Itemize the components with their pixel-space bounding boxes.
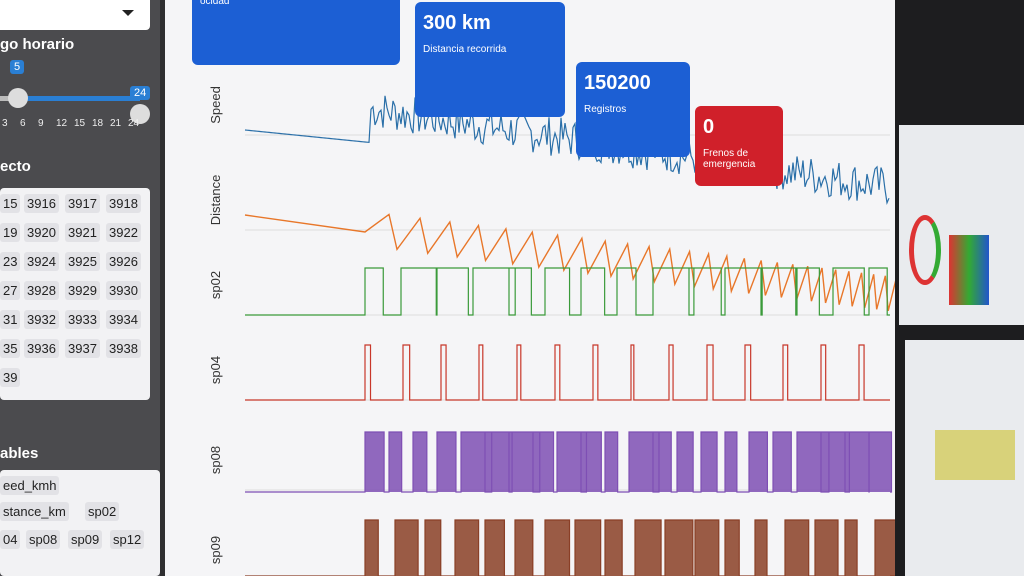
- variable-chip[interactable]: sp12: [110, 530, 145, 549]
- card-value: 0: [703, 116, 715, 138]
- project-id[interactable]: 3924: [24, 252, 59, 271]
- project-id[interactable]: 3920: [24, 223, 59, 242]
- sp09-line: [245, 519, 895, 576]
- map-panel: [935, 430, 1015, 480]
- distance-line: [244, 213, 895, 311]
- variable-chip[interactable]: sp02: [85, 502, 120, 521]
- project-id[interactable]: 3936: [24, 339, 59, 358]
- slider-min-label: 5: [10, 60, 25, 74]
- plot-label: Speed: [208, 86, 223, 124]
- project-id[interactable]: 23: [0, 252, 21, 271]
- variable-chip[interactable]: sp08: [26, 530, 61, 549]
- slider-handle[interactable]: [130, 104, 150, 124]
- card-label: Registros: [584, 104, 627, 115]
- card-label: Frenos de emergencia: [703, 148, 756, 170]
- project-id[interactable]: 3928: [24, 281, 59, 300]
- project-id[interactable]: 3933: [65, 310, 100, 329]
- project-id[interactable]: 31: [0, 310, 21, 329]
- sp08-line: [245, 431, 893, 493]
- project-id[interactable]: 3930: [106, 281, 141, 300]
- slider-ticks: 3 6 9 12 15 18 21 24: [0, 118, 160, 134]
- gauge: [909, 215, 941, 285]
- variable-chip[interactable]: 04: [0, 530, 21, 549]
- sp04-line: [245, 344, 890, 401]
- slider-max-label: 24: [130, 86, 151, 100]
- sp02-line: [245, 267, 890, 316]
- project-id[interactable]: 3934: [106, 310, 141, 329]
- project-id[interactable]: 3922: [106, 223, 141, 242]
- project-id[interactable]: 3921: [65, 223, 100, 242]
- slider-tick: 9: [38, 118, 44, 129]
- cards: ocidad 300 km Distancia recorrida 150200 Reg…: [0, 0, 783, 186]
- slider-tick: 21: [110, 118, 122, 129]
- project-list: 15 3916 3917 3918 19 3920 3921 3922 23 3924 3925 39…: [0, 188, 150, 400]
- slider-handle[interactable]: [8, 88, 28, 108]
- project-id[interactable]: 3916: [24, 194, 59, 213]
- project-id[interactable]: 3918: [106, 194, 141, 213]
- project-id[interactable]: 27: [0, 281, 21, 300]
- card-label: Distancia recorrida: [423, 44, 507, 55]
- plot-label: sp04: [208, 356, 223, 384]
- caret: [122, 10, 134, 22]
- side-monitors: [895, 0, 1024, 576]
- card-label: ocidad: [200, 0, 230, 7]
- stat-card: 150200 Registros: [576, 62, 690, 157]
- heatmap: [949, 235, 989, 305]
- project-id[interactable]: 3925: [65, 252, 100, 271]
- variables-list: eed_kmh stance_km sp02 04 sp08 sp09 sp12: [0, 470, 160, 576]
- variable-chip[interactable]: stance_km: [0, 502, 69, 521]
- stat-card: 0 Frenos de emergencia: [695, 106, 783, 186]
- slider-range: [18, 96, 140, 101]
- plot-label: Distance: [208, 175, 223, 226]
- stat-card: ocidad: [192, 0, 400, 65]
- variables-title: ables: [0, 445, 39, 462]
- slider-tick: 6: [20, 118, 26, 129]
- project-id[interactable]: 15: [0, 194, 21, 213]
- slider-tick: 24: [128, 118, 140, 129]
- slider-tick: 3: [2, 118, 8, 129]
- plot-label: sp09: [208, 536, 223, 564]
- project-id[interactable]: 3929: [65, 281, 100, 300]
- project-id[interactable]: 3937: [65, 339, 100, 358]
- slider-tick: 12: [56, 118, 68, 129]
- project-id[interactable]: 3917: [65, 194, 100, 213]
- plots: Speed Distance sp02 sp04 sp08 sp09: [208, 86, 895, 576]
- speed-line: [244, 95, 890, 206]
- dropdown[interactable]: [0, 0, 150, 30]
- card-value: 150200: [584, 72, 651, 94]
- slider-tick: 15: [74, 118, 86, 129]
- variable-chip[interactable]: sp09: [68, 530, 103, 549]
- project-id[interactable]: 35: [0, 339, 21, 358]
- time-range-title: go horario: [0, 36, 75, 53]
- slider-tick: 18: [92, 118, 104, 129]
- project-id[interactable]: 39: [0, 368, 21, 387]
- project-id[interactable]: 3932: [24, 310, 59, 329]
- plot-label: sp02: [208, 271, 223, 299]
- monitor-screen: [905, 340, 1024, 576]
- monitor-screen: [899, 125, 1024, 325]
- project-id[interactable]: 3926: [106, 252, 141, 271]
- project-id[interactable]: 19: [0, 223, 21, 242]
- variable-chip[interactable]: eed_kmh: [0, 476, 60, 495]
- project-id[interactable]: 3938: [106, 339, 141, 358]
- project-title: ecto: [0, 158, 31, 175]
- plot-label: sp08: [208, 446, 223, 474]
- card-value: 300 km: [423, 12, 491, 34]
- stat-card: 300 km Distancia recorrida: [415, 2, 565, 117]
- sidebar: go horario 5 24 3 6 9 12 15 18 21 24 ecto 15 391…: [0, 0, 160, 576]
